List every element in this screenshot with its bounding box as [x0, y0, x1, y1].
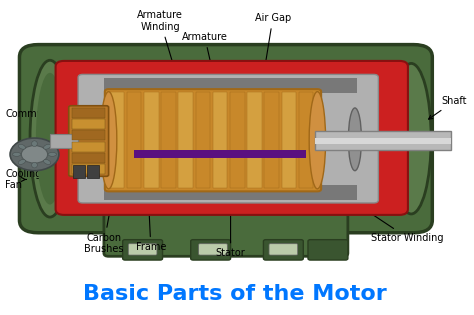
Ellipse shape	[348, 108, 362, 171]
FancyBboxPatch shape	[264, 240, 303, 260]
Ellipse shape	[12, 152, 21, 156]
Bar	[72, 141, 105, 152]
Text: Air Gap: Air Gap	[255, 13, 291, 72]
Ellipse shape	[36, 73, 64, 204]
Bar	[72, 130, 105, 140]
Bar	[315, 131, 451, 150]
Ellipse shape	[309, 92, 326, 189]
Ellipse shape	[44, 160, 51, 164]
Ellipse shape	[18, 144, 26, 149]
Bar	[72, 119, 105, 129]
Bar	[144, 92, 159, 188]
Text: Armature: Armature	[182, 32, 228, 85]
FancyBboxPatch shape	[78, 74, 378, 203]
Bar	[230, 92, 245, 188]
Text: Cooling
Fan: Cooling Fan	[5, 169, 42, 190]
Ellipse shape	[100, 92, 117, 189]
Bar	[196, 92, 210, 188]
Ellipse shape	[32, 141, 37, 146]
FancyBboxPatch shape	[69, 106, 109, 176]
Bar	[72, 153, 105, 163]
Bar	[315, 138, 451, 144]
Bar	[50, 134, 78, 148]
Text: Frame: Frame	[136, 202, 166, 252]
Ellipse shape	[32, 162, 37, 168]
Bar	[282, 92, 296, 188]
Bar	[178, 92, 193, 188]
Ellipse shape	[81, 108, 94, 171]
FancyBboxPatch shape	[55, 61, 408, 215]
Circle shape	[10, 138, 59, 171]
Text: Armature
Winding: Armature Winding	[137, 10, 183, 72]
FancyBboxPatch shape	[104, 206, 348, 256]
Bar	[72, 108, 105, 118]
Ellipse shape	[391, 63, 431, 214]
FancyBboxPatch shape	[128, 244, 157, 255]
FancyBboxPatch shape	[105, 89, 321, 192]
Bar	[104, 185, 357, 200]
Ellipse shape	[18, 160, 26, 164]
Bar	[127, 92, 141, 188]
Bar	[161, 92, 176, 188]
Circle shape	[21, 146, 47, 163]
Bar	[88, 165, 99, 178]
FancyBboxPatch shape	[19, 45, 432, 233]
Ellipse shape	[44, 144, 51, 149]
Text: Stator Winding: Stator Winding	[328, 185, 444, 243]
Ellipse shape	[30, 60, 70, 217]
Text: Carbon
Brushes: Carbon Brushes	[84, 183, 124, 255]
Text: Stator: Stator	[216, 205, 246, 258]
Text: Commutator: Commutator	[5, 109, 72, 128]
Bar	[73, 165, 85, 178]
Ellipse shape	[48, 152, 56, 156]
FancyBboxPatch shape	[269, 244, 298, 255]
Text: Basic Parts of the Motor: Basic Parts of the Motor	[83, 284, 387, 304]
Bar	[104, 78, 357, 93]
Bar	[264, 92, 279, 188]
Bar	[213, 92, 228, 188]
Bar	[72, 164, 105, 174]
Text: Shaft: Shaft	[428, 96, 467, 119]
FancyBboxPatch shape	[308, 240, 348, 260]
FancyBboxPatch shape	[191, 240, 230, 260]
Bar	[135, 150, 306, 158]
FancyBboxPatch shape	[123, 240, 163, 260]
FancyBboxPatch shape	[199, 244, 228, 255]
Bar	[247, 92, 262, 188]
Bar	[299, 92, 313, 188]
Bar	[109, 92, 124, 188]
